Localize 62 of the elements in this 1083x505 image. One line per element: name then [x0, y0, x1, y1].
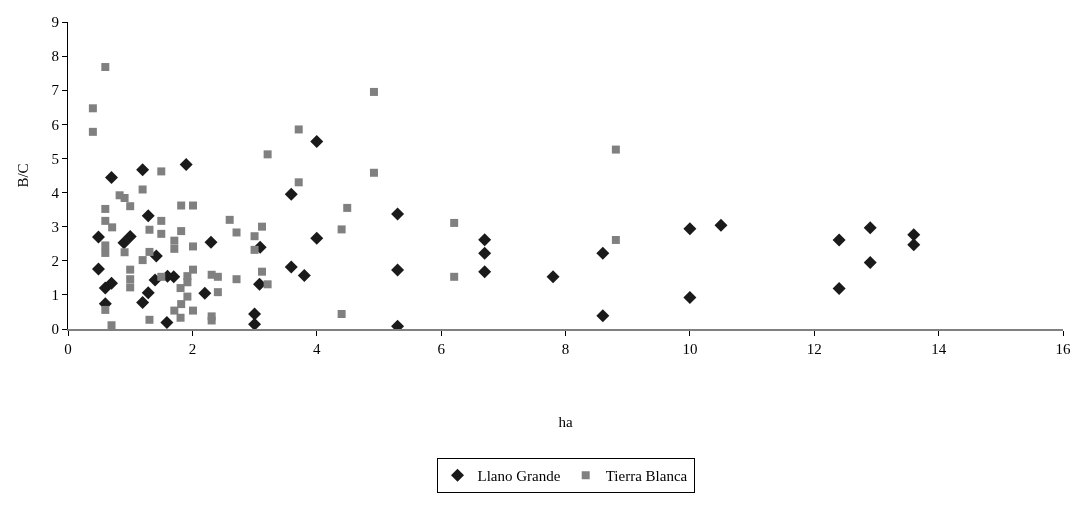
point: [248, 307, 262, 321]
y-tick-label: 5: [51, 150, 59, 167]
x-tick-label: 6: [437, 341, 446, 357]
point: [204, 235, 218, 249]
point: [832, 281, 846, 295]
y-tick-label: 9: [51, 14, 59, 31]
point: [596, 246, 610, 260]
point: [136, 295, 150, 309]
point: [91, 262, 105, 276]
point: [683, 291, 697, 305]
x-tick-label: 14: [931, 341, 947, 357]
x-tick-label: 0: [64, 341, 72, 357]
point: [714, 218, 728, 232]
point: [297, 268, 311, 282]
point: [391, 263, 405, 277]
point: [91, 230, 105, 244]
point: [478, 233, 492, 247]
y-tick-label: 0: [51, 321, 59, 338]
point: [907, 228, 921, 242]
point: [141, 209, 155, 223]
y-tick-label: 8: [51, 48, 59, 65]
point: [160, 316, 174, 329]
point: [546, 270, 560, 284]
point: [478, 265, 492, 279]
point: [105, 171, 119, 185]
point: [863, 255, 877, 269]
legend-label: Tierra Blanca: [605, 468, 688, 485]
point: [105, 276, 119, 290]
point: [683, 222, 697, 236]
x-tick-label: 16: [1055, 341, 1071, 357]
y-tick-label: 7: [51, 82, 60, 99]
point: [149, 249, 163, 263]
x-tick-label: 4: [313, 341, 321, 357]
y-tick-label: 4: [51, 184, 60, 201]
x-tick-label: 8: [561, 341, 570, 357]
point: [907, 238, 921, 252]
point: [117, 236, 131, 250]
y-axis-title: B/C: [15, 163, 31, 188]
y-tick-label: 6: [51, 116, 60, 133]
x-tick-label: 12: [806, 341, 822, 357]
legend-label: Llano Grande: [477, 468, 561, 485]
point: [284, 260, 298, 274]
point: [284, 187, 298, 201]
point: [248, 317, 262, 329]
point: [391, 207, 405, 221]
y-tick-label: 1: [51, 287, 59, 304]
point: [141, 286, 155, 300]
y-tick-label: 2: [51, 253, 59, 270]
point: [863, 221, 877, 235]
point: [310, 231, 324, 245]
point: [310, 134, 324, 148]
point: [123, 230, 137, 244]
x-axis-title: ha: [558, 413, 573, 430]
x-tick-label: 10: [682, 341, 698, 357]
point: [596, 309, 610, 323]
point: [478, 246, 492, 260]
point: [136, 163, 150, 177]
x-tick-label: 2: [188, 341, 197, 357]
point: [198, 286, 212, 300]
point: [179, 158, 193, 172]
y-tick-label: 3: [51, 218, 59, 235]
point: [832, 233, 846, 247]
